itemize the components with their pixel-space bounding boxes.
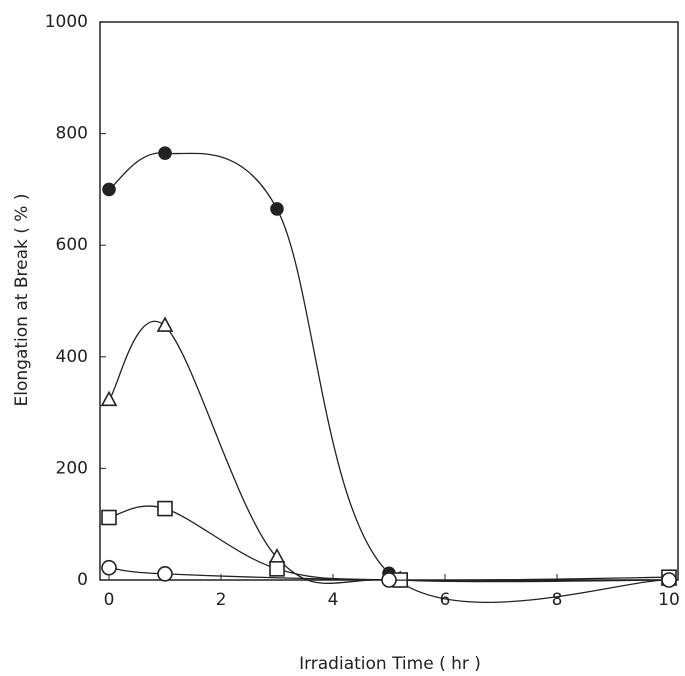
y-tick-label: 200 xyxy=(56,458,88,478)
y-axis-label: Elongation at Break ( % ) xyxy=(12,194,32,407)
marker xyxy=(102,182,116,197)
y-tick-label: 400 xyxy=(56,347,88,367)
marker xyxy=(270,202,284,216)
x-tick-label: 2 xyxy=(216,590,227,610)
marker xyxy=(158,146,172,160)
x-tick-label: 8 xyxy=(552,590,563,610)
marker xyxy=(101,559,117,576)
marker xyxy=(661,572,677,588)
x-tick-label: 0 xyxy=(104,590,115,610)
marker xyxy=(157,500,173,517)
marker xyxy=(269,561,285,577)
y-tick-label: 800 xyxy=(56,124,88,144)
series-line xyxy=(108,567,670,582)
y-tick-label: 0 xyxy=(77,570,88,590)
marker xyxy=(157,566,173,582)
x-tick-label: 4 xyxy=(328,590,339,610)
y-tick-label: 600 xyxy=(56,235,88,255)
x-tick-label: 10 xyxy=(658,590,680,610)
x-tick-label: 6 xyxy=(440,590,451,610)
x-axis-label: Irradiation Time ( hr ) xyxy=(299,654,481,674)
marker xyxy=(101,509,117,526)
marker xyxy=(381,572,397,588)
plot-frame xyxy=(99,21,679,581)
y-tick-label: 1000 xyxy=(45,12,88,32)
marker xyxy=(156,316,174,332)
series-line xyxy=(108,320,670,584)
marker xyxy=(100,390,118,407)
